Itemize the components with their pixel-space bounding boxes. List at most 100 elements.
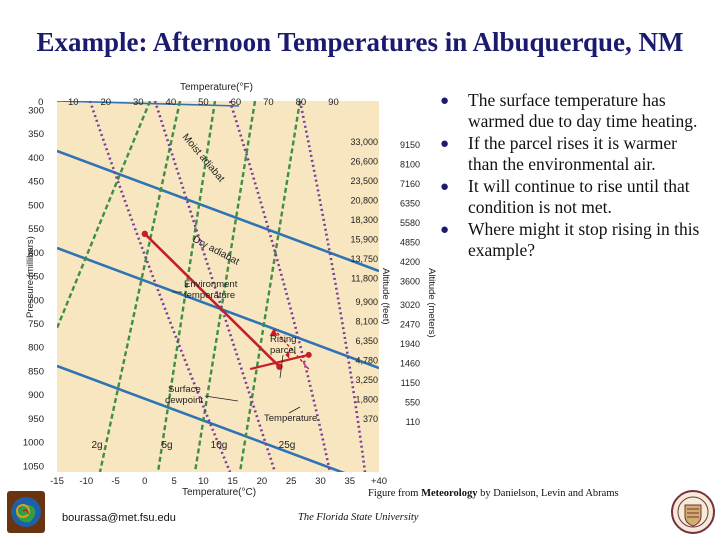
bottom-tick-label: 20 xyxy=(257,476,268,487)
left-tick-label: 800 xyxy=(28,343,44,354)
altitude-feet-value: 370 xyxy=(363,414,378,424)
top-tick-label: 20 xyxy=(100,97,111,108)
left-tick-label: 750 xyxy=(28,319,44,330)
left-tick-label: 950 xyxy=(28,414,44,425)
altitude-feet-value: 4,780 xyxy=(355,356,378,366)
fsu-seal-icon xyxy=(671,490,715,534)
environment-line xyxy=(143,232,281,368)
left-tick-label: 500 xyxy=(28,200,44,211)
altitude-feet-value: 23,500 xyxy=(350,176,378,186)
mixing-ratio-label: 5g xyxy=(161,440,172,451)
left-tick-label: 1000 xyxy=(23,438,44,449)
dry-adiabat-line xyxy=(98,101,182,472)
top-tick-label: 10 xyxy=(68,97,79,108)
altitude-feet-value: 1,800 xyxy=(355,395,378,405)
author-email: bourassa@met.fsu.edu xyxy=(62,512,176,524)
dewpoint-arrow xyxy=(285,350,290,359)
rising-parcel-line xyxy=(273,328,310,370)
altitude-meters-value: 1460 xyxy=(400,359,420,369)
temperature-label: Temperature xyxy=(264,413,317,424)
mixing-ratio-label: 10g xyxy=(211,440,228,451)
rising-parcel-label: Rising parcel xyxy=(270,334,296,356)
isobar-line xyxy=(57,246,379,370)
bottom-tick-label: 25 xyxy=(286,476,297,487)
bottom-tick-label: 10 xyxy=(198,476,209,487)
moist-adiabat-line xyxy=(88,101,232,472)
top-tick-label: 80 xyxy=(296,97,307,108)
altitude-meters-label: Altitude (meters) xyxy=(426,268,437,338)
altitude-feet-value: 3,250 xyxy=(355,375,378,385)
mixing-ratio-label: 2g xyxy=(91,440,102,451)
bullet-item: ● The surface temperature has warmed due … xyxy=(440,90,698,131)
altitude-feet-value: 8,100 xyxy=(355,317,378,327)
bottom-tick-label: 15 xyxy=(227,476,238,487)
figure-credit: Figure from Meteorology by Danielson, Le… xyxy=(368,488,619,499)
top-tick-label: 0 xyxy=(38,97,43,108)
bullet-item: ● It will continue to rise until that con… xyxy=(440,176,690,217)
top-tick-label: 30 xyxy=(133,97,144,108)
altitude-meters-value: 1940 xyxy=(400,339,420,349)
bottom-tick-label: -5 xyxy=(111,476,119,487)
bottom-tick-label: -15 xyxy=(50,476,64,487)
altitude-feet-label: Altitude (feet) xyxy=(380,268,391,325)
altitude-meters-value: 550 xyxy=(405,398,420,408)
left-tick-label: 550 xyxy=(28,224,44,235)
left-tick-label: 600 xyxy=(28,248,44,259)
altitude-meters-value: 3600 xyxy=(400,277,420,287)
top-tick-label: 90 xyxy=(328,97,339,108)
bottom-tick-label: +40 xyxy=(371,476,387,487)
altitude-feet-value: 18,300 xyxy=(350,215,378,225)
bottom-tick-label: 0 xyxy=(142,476,147,487)
bottom-tick-label: -10 xyxy=(79,476,93,487)
bullet-item: ● Where might it stop rising in this exam… xyxy=(440,219,700,260)
bullet-dot-icon: ● xyxy=(440,179,450,195)
altitude-feet-value: 13,750 xyxy=(350,254,378,264)
altitude-feet-value: 9,900 xyxy=(355,297,378,307)
left-axis-label: Pressure (millibars) xyxy=(25,236,36,318)
bottom-tick-label: 5 xyxy=(171,476,176,487)
moist-adiabat-line xyxy=(153,101,277,472)
bottom-tick-label: 30 xyxy=(315,476,326,487)
bullet-dot-icon: ● xyxy=(440,222,450,238)
isobar-line xyxy=(57,149,379,273)
dry-adiabat-line xyxy=(156,101,217,472)
altitude-meters-value: 110 xyxy=(406,417,420,427)
altitude-meters-value: 5580 xyxy=(400,218,420,228)
environment-point xyxy=(141,230,149,238)
altitude-feet-value: 6,350 xyxy=(355,336,378,346)
stuve-diagram: 0 10 20 30 40 50 60 70 80 90 -15 -10 -5 0 5 10 15 20 25 30 3… xyxy=(23,82,437,498)
dewpoint-point xyxy=(305,351,312,358)
bullet-list: ● The surface temperature has warmed due … xyxy=(440,90,710,262)
left-tick-label: 400 xyxy=(28,153,44,164)
top-tick-label: 40 xyxy=(166,97,177,108)
left-tick-label: 450 xyxy=(28,177,44,188)
altitude-meters-value: 1150 xyxy=(401,378,420,388)
rising-pointer xyxy=(279,354,284,379)
surface-dewpoint-label: Surface dewpoint xyxy=(165,384,203,406)
mixing-ratio-label: 25g xyxy=(279,440,296,451)
altitude-feet-value: 15,900 xyxy=(350,235,378,245)
altitude-meters-value: 4850 xyxy=(400,238,420,248)
isobar-line xyxy=(57,364,346,472)
altitude-feet-value: 11,800 xyxy=(351,274,378,284)
bullet-item: ● If the parcel rises it is warmer than t… xyxy=(440,133,677,174)
altitude-meters-value: 2470 xyxy=(400,320,420,330)
bullet-dot-icon: ● xyxy=(440,136,450,152)
altitude-feet-value: 20,800 xyxy=(350,196,378,206)
top-axis-label: Temperature(°F) xyxy=(180,82,253,93)
bottom-tick-label: 35 xyxy=(344,476,355,487)
dry-adiabat-line xyxy=(238,101,302,472)
left-tick-label: 700 xyxy=(28,295,44,306)
environment-label: Environment temperature xyxy=(184,279,238,301)
slide-title: Example: Afternoon Temperatures in Albuq… xyxy=(36,27,684,57)
altitude-meters-value: 4200 xyxy=(400,257,420,267)
altitude-meters-value: 6350 xyxy=(400,199,420,209)
rising-parcel-arrow xyxy=(269,328,278,336)
top-tick-label: 60 xyxy=(231,97,242,108)
left-tick-label: 350 xyxy=(28,129,44,140)
altitude-meters-value: 3020 xyxy=(400,300,420,310)
top-tick-label: 70 xyxy=(263,97,274,108)
left-tick-label: 300 xyxy=(28,105,44,116)
coaps-logo-icon xyxy=(7,491,45,533)
temperature-pointer xyxy=(288,406,301,414)
